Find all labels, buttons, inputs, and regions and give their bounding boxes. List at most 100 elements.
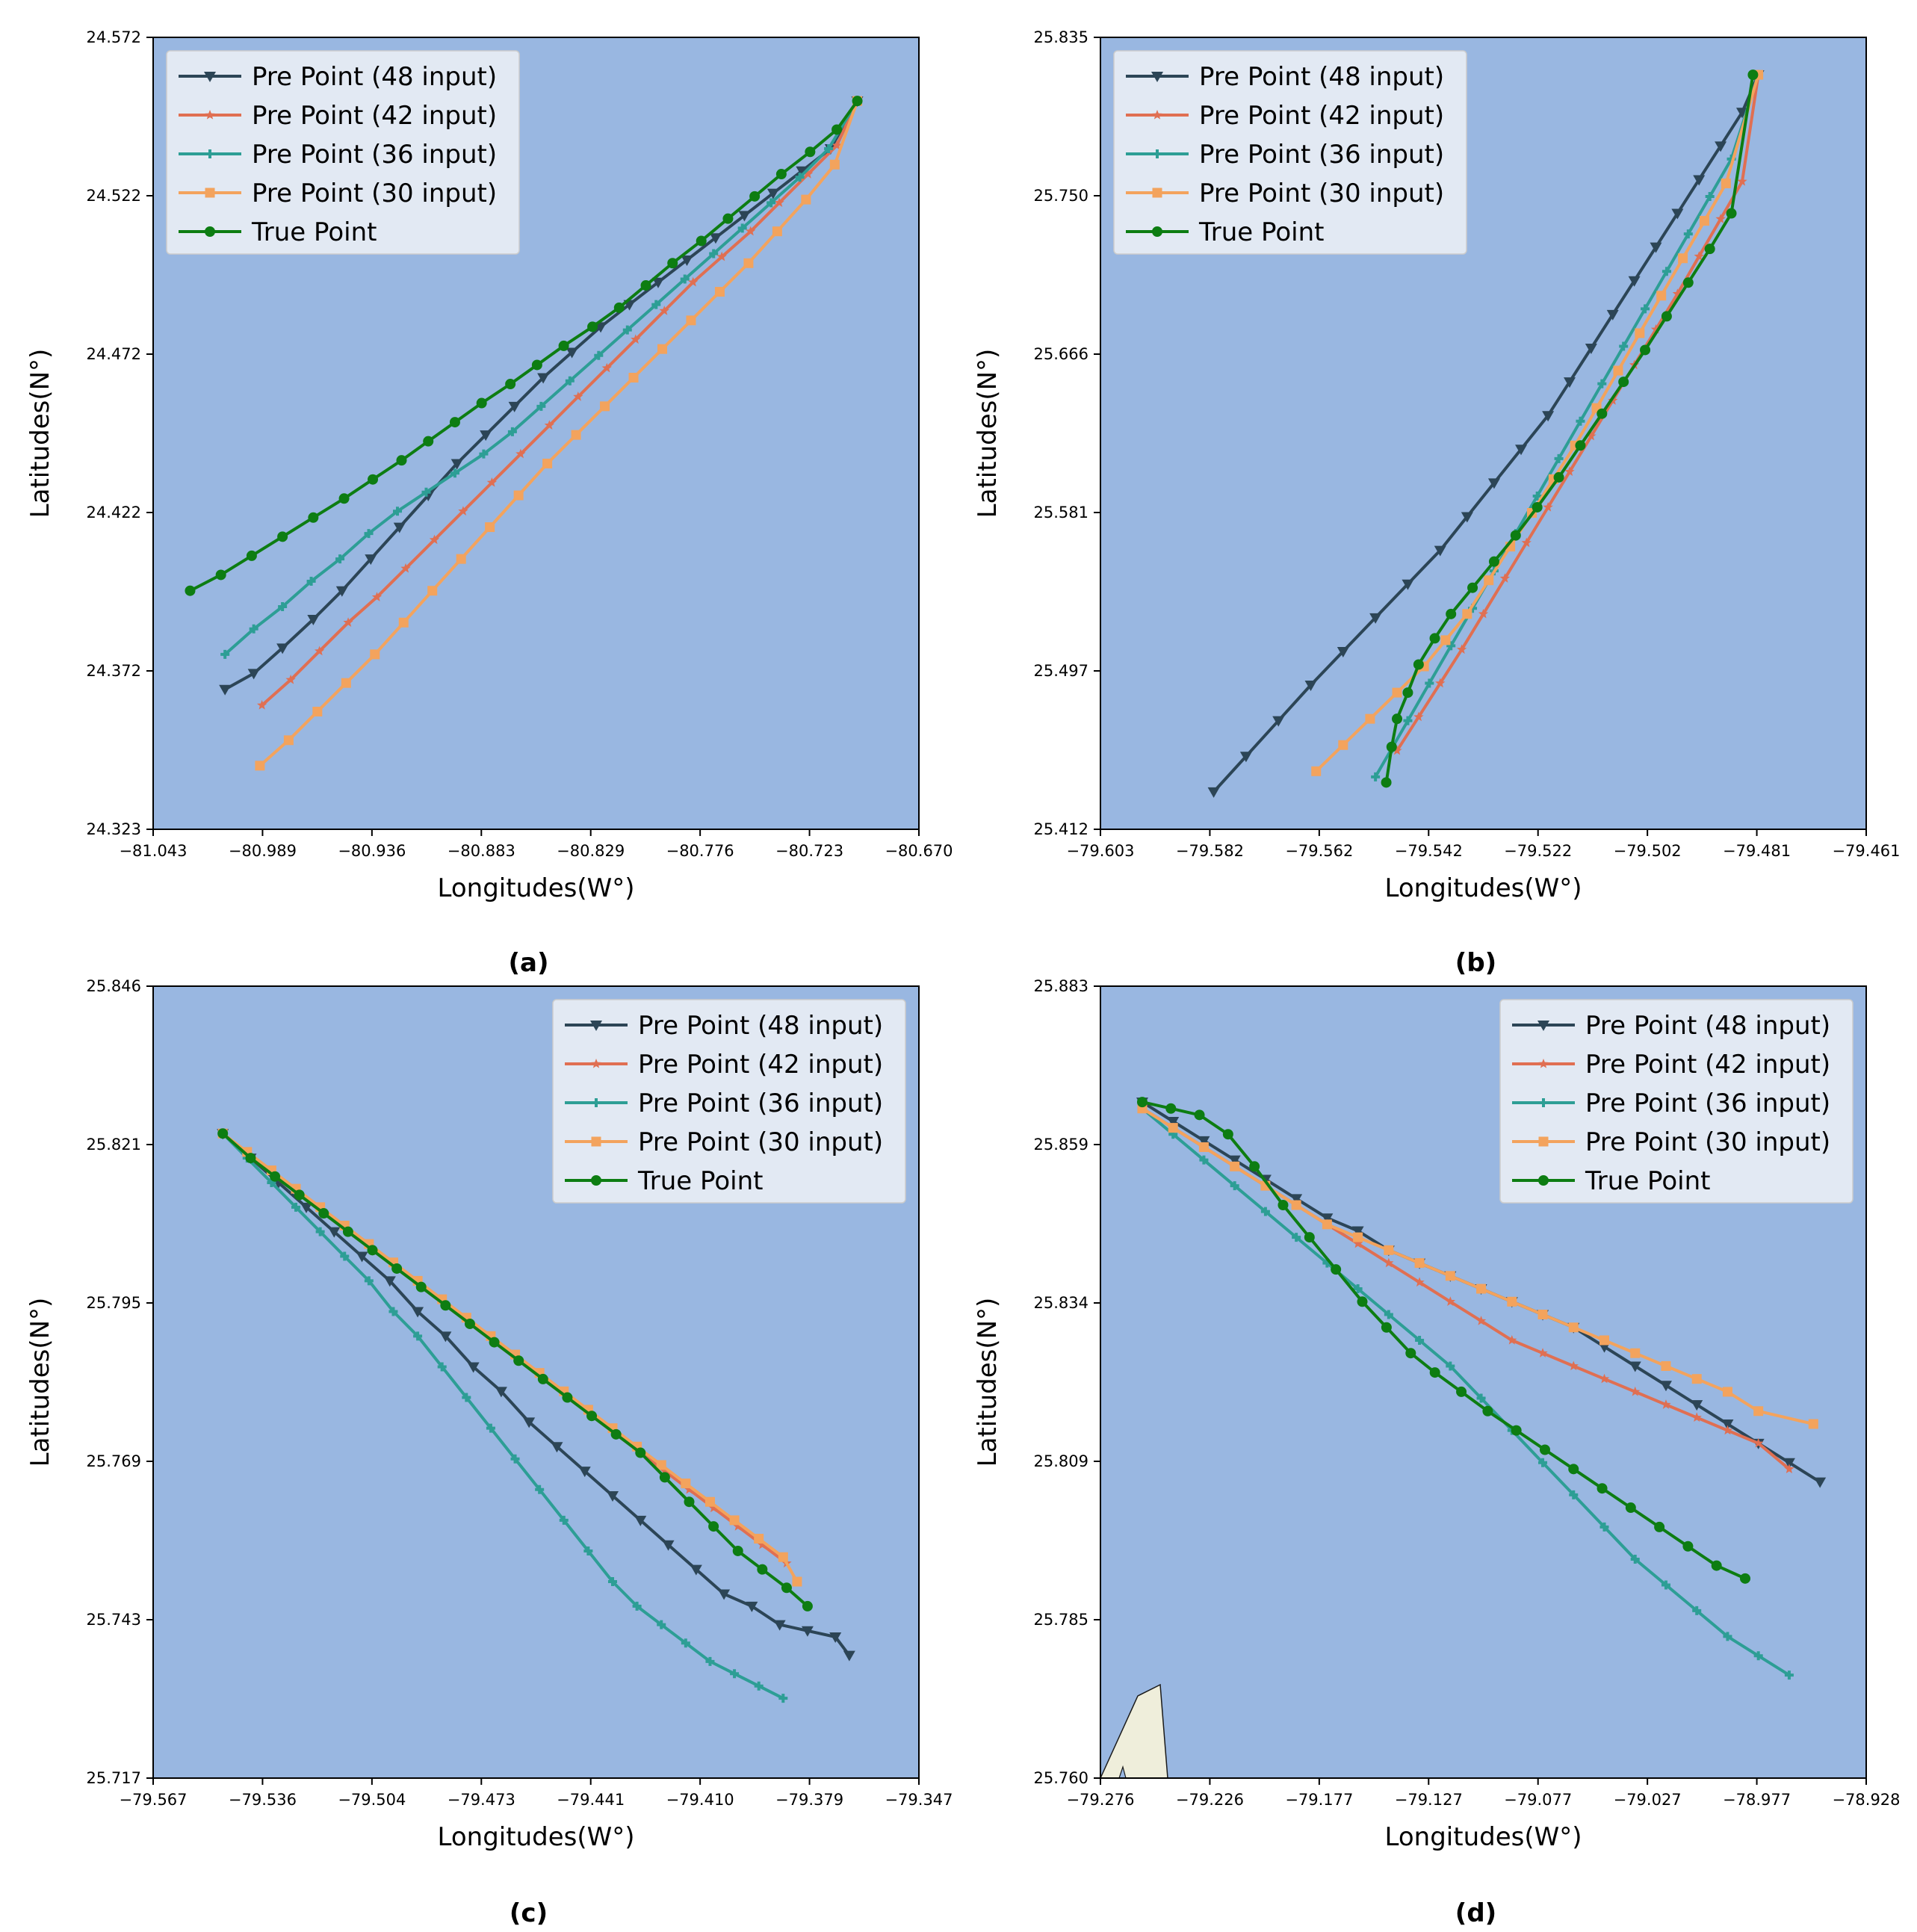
data-point-pre-point-48-input	[1515, 445, 1528, 456]
y-axis-label: Latitudes(N°)	[25, 1298, 55, 1467]
data-point-pre-point-30-input	[681, 1479, 691, 1489]
data-point-pre-point-36-input	[1260, 1207, 1270, 1216]
data-point-true-point	[1682, 277, 1694, 288]
data-point-pre-point-36-input	[1199, 1155, 1209, 1165]
data-point-pre-point-42-input	[1537, 1348, 1548, 1357]
legend-label-true-point: True Point	[1198, 217, 1324, 247]
data-point-pre-point-30-input	[485, 522, 495, 533]
axes-frame	[152, 985, 920, 1779]
data-point-pre-point-36-input	[651, 300, 661, 309]
axes-frame	[152, 37, 920, 830]
data-point-true-point	[802, 1600, 813, 1611]
x-axis-label: Longitudes(W°)	[1385, 873, 1582, 903]
legend: Pre Point (48 input) Pre Point (42 input)…	[1113, 50, 1467, 255]
data-point-true-point	[1553, 471, 1564, 483]
x-tick-label: −79.603	[1066, 842, 1134, 860]
data-point-pre-point-48-input	[829, 1632, 842, 1644]
y-tick-label: 25.846	[87, 977, 141, 995]
data-point-pre-point-48-input	[709, 233, 722, 244]
data-point-pre-point-42-input	[802, 169, 814, 179]
y-tick-label: 25.821	[87, 1136, 141, 1154]
data-point-pre-point-30-input	[398, 617, 409, 628]
data-point-pre-point-36-input	[1384, 1310, 1393, 1319]
y-tick-label: 24.472	[87, 345, 141, 363]
data-point-pre-point-36-input	[767, 198, 776, 208]
data-point-true-point	[270, 1171, 281, 1182]
data-point-pre-point-36-input	[1532, 491, 1542, 501]
x-tick-label: −80.883	[447, 842, 515, 860]
data-point-pre-point-36-input	[1353, 1284, 1363, 1294]
data-point-true-point	[587, 321, 598, 332]
legend-marker-pre-point-48-input	[204, 72, 216, 82]
data-point-true-point	[531, 359, 542, 371]
data-point-pre-point-48-input	[1814, 1477, 1827, 1488]
y-tick-label: 25.743	[87, 1611, 141, 1629]
data-point-pre-point-36-input	[1619, 341, 1629, 351]
data-point-pre-point-48-input	[767, 188, 779, 199]
legend-marker-pre-point-30-input	[1152, 188, 1162, 198]
y-tick-label: 25.883	[1034, 977, 1088, 995]
panel-d: −79.276 −79.226 −79.177 −79.127 −79.077 −79.0…	[973, 977, 1901, 1928]
data-point-pre-point-48-input	[662, 1540, 675, 1551]
legend-label-pre-point-48-input: Pre Point (48 input)	[1199, 62, 1444, 92]
legend-label-pre-point-48-input: Pre Point (48 input)	[252, 62, 497, 92]
data-point-pre-point-36-input	[1403, 716, 1413, 725]
data-point-true-point	[1532, 501, 1543, 513]
data-point-pre-point-48-input	[1434, 545, 1446, 557]
panel-a: −81.043 −80.989 −80.936 −80.883 −80.829 −80.7…	[25, 28, 953, 978]
legend-label-true-point: True Point	[251, 217, 377, 247]
data-point-pre-point-48-input	[1715, 141, 1727, 152]
x-tick-label: −79.461	[1832, 842, 1900, 860]
data-point-pre-point-30-input	[600, 401, 610, 412]
y-tick-label: 24.323	[87, 820, 141, 838]
x-tick-label: −78.928	[1832, 1791, 1900, 1809]
data-point-pre-point-48-input	[652, 277, 665, 288]
data-point-pre-point-36-input	[249, 624, 258, 634]
data-point-true-point	[217, 1128, 229, 1139]
data-point-true-point	[1711, 1560, 1722, 1571]
data-point-true-point	[1575, 440, 1586, 451]
legend-marker-pre-point-36-input	[1153, 149, 1162, 158]
data-point-true-point	[1357, 1296, 1368, 1307]
series-line-pre-point-30-input	[1141, 1107, 1814, 1425]
data-point-pre-point-42-input	[1737, 176, 1747, 186]
legend-label-pre-point-36-input: Pre Point (36 input)	[252, 140, 497, 170]
data-point-pre-point-36-input	[1569, 1490, 1579, 1499]
data-point-true-point	[489, 1337, 500, 1348]
legend-marker-pre-point-42-input	[1538, 1059, 1549, 1068]
data-point-pre-point-42-input	[684, 1484, 695, 1494]
x-tick-label: −79.027	[1614, 1791, 1682, 1809]
data-point-pre-point-30-input	[370, 649, 380, 660]
legend: Pre Point (48 input) Pre Point (42 input)…	[552, 999, 906, 1204]
data-point-pre-point-42-input	[659, 306, 669, 315]
y-axis-label: Latitudes(N°)	[973, 1298, 1003, 1467]
legend-label-pre-point-36-input: Pre Point (36 input)	[1199, 140, 1444, 170]
data-point-pre-point-30-input	[312, 706, 323, 716]
y-tick-label: 25.581	[1034, 504, 1088, 521]
data-point-pre-point-30-input	[1808, 1419, 1818, 1429]
axes-frame	[1100, 985, 1867, 1779]
legend-label-pre-point-42-input: Pre Point (42 input)	[1199, 101, 1444, 131]
legend-marker-pre-point-36-input	[592, 1098, 601, 1107]
data-point-pre-point-42-input	[1564, 466, 1575, 477]
data-point-pre-point-36-input	[393, 507, 403, 516]
data-point-true-point	[391, 1263, 403, 1274]
data-point-pre-point-48-input	[307, 615, 320, 626]
y-tick-label: 24.422	[87, 504, 141, 521]
x-tick-label: −79.379	[775, 1791, 843, 1809]
data-point-pre-point-36-input	[1784, 1671, 1794, 1680]
data-point-true-point	[1222, 1129, 1233, 1140]
data-point-pre-point-48-input	[467, 1362, 480, 1373]
data-point-pre-point-30-input	[1230, 1161, 1240, 1171]
data-point-pre-point-48-input	[1628, 276, 1641, 287]
data-point-true-point	[1568, 1464, 1579, 1475]
data-point-pre-point-30-input	[714, 287, 725, 297]
data-point-pre-point-36-input	[1661, 1580, 1670, 1590]
legend-label-true-point: True Point	[637, 1166, 763, 1196]
x-tick-label: −79.542	[1395, 842, 1463, 860]
data-point-pre-point-30-input	[1613, 365, 1623, 376]
data-point-pre-point-48-input	[634, 1515, 647, 1526]
x-tick-label: −79.481	[1723, 842, 1791, 860]
y-tick-label: 25.666	[1034, 345, 1088, 363]
data-point-pre-point-30-input	[1753, 1406, 1764, 1417]
